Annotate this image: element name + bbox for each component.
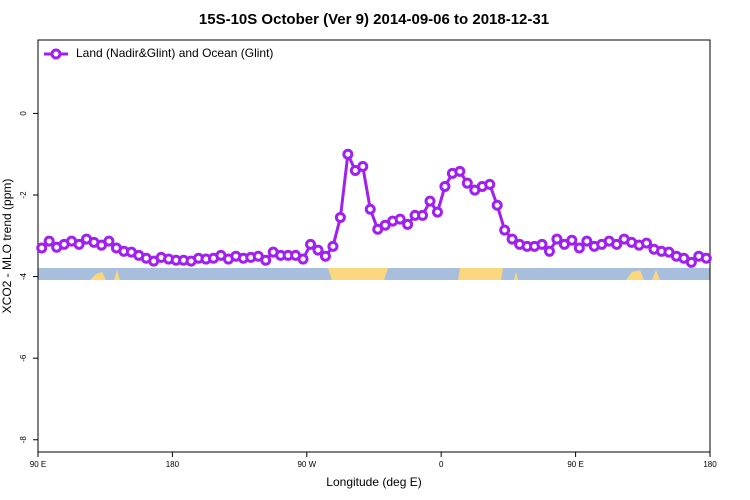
land-patch bbox=[514, 272, 518, 280]
land-patch bbox=[652, 270, 660, 280]
data-point bbox=[700, 252, 712, 264]
x-tick-label: 90 E bbox=[567, 460, 583, 469]
land-patch bbox=[114, 270, 120, 280]
legend-label: Land (Nadir&Glint) and Ocean (Glint) bbox=[76, 46, 273, 60]
data-point bbox=[305, 238, 317, 250]
land-patch bbox=[458, 268, 503, 280]
data-point bbox=[342, 148, 354, 160]
data-point bbox=[103, 235, 115, 247]
data-point bbox=[36, 242, 48, 254]
data-point bbox=[573, 242, 585, 254]
y-tick-label: -2 bbox=[19, 191, 28, 199]
data-point bbox=[506, 233, 518, 245]
data-point bbox=[499, 224, 511, 236]
data-point bbox=[641, 237, 653, 249]
data-point bbox=[334, 211, 346, 223]
x-tick-label: 180 bbox=[703, 460, 717, 469]
data-point bbox=[536, 238, 548, 250]
data-point bbox=[319, 250, 331, 262]
data-point bbox=[312, 244, 324, 256]
data-point bbox=[491, 199, 503, 211]
x-tick-label: 90 W bbox=[297, 460, 316, 469]
data-point bbox=[364, 203, 376, 215]
data-point bbox=[611, 238, 623, 250]
y-axis-label: XCO2 - MLO trend (ppm) bbox=[0, 179, 14, 314]
data-point bbox=[439, 180, 451, 192]
data-point bbox=[43, 235, 55, 247]
x-tick-label: 180 bbox=[166, 460, 180, 469]
data-point bbox=[297, 253, 309, 265]
data-point bbox=[424, 195, 436, 207]
chart-title: 15S-10S October (Ver 9) 2014-09-06 to 20… bbox=[199, 11, 549, 28]
legend: Land (Nadir&Glint) and Ocean (Glint) bbox=[44, 46, 273, 60]
data-point bbox=[402, 218, 414, 230]
data-point bbox=[581, 235, 593, 247]
land-patch bbox=[626, 270, 644, 280]
data-point bbox=[454, 165, 466, 177]
x-tick-label: 0 bbox=[439, 460, 444, 469]
data-point bbox=[327, 240, 339, 252]
data-point bbox=[484, 178, 496, 190]
y-tick-label: -4 bbox=[19, 272, 28, 280]
data-point bbox=[551, 233, 563, 245]
data-point bbox=[685, 256, 697, 268]
x-axis-label: Longitude (deg E) bbox=[326, 475, 421, 489]
data-point bbox=[73, 238, 85, 250]
y-tick-label: -8 bbox=[19, 436, 28, 444]
y-tick-label: 0 bbox=[19, 111, 28, 116]
x-tick-label: 90 E bbox=[30, 460, 46, 469]
data-point bbox=[461, 177, 473, 189]
legend-marker bbox=[50, 48, 62, 60]
data-point bbox=[543, 245, 555, 257]
data-point bbox=[260, 254, 272, 266]
data-point bbox=[357, 160, 369, 172]
data-point bbox=[566, 234, 578, 246]
land-patch bbox=[328, 268, 388, 280]
y-tick-label: -6 bbox=[19, 354, 28, 362]
data-point bbox=[394, 213, 406, 225]
data-point bbox=[417, 209, 429, 221]
land-patch bbox=[90, 272, 106, 280]
land-ocean-band bbox=[38, 268, 710, 280]
data-point bbox=[431, 206, 443, 218]
